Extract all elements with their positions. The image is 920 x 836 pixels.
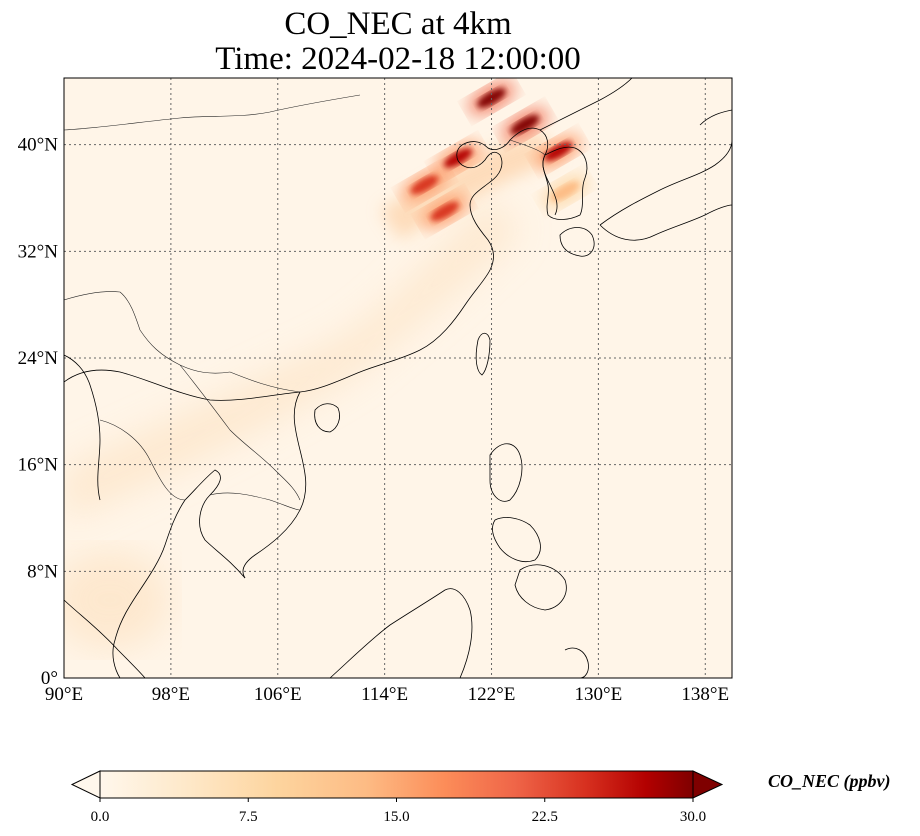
colorbar-ticks: 0.0 7.5 15.0 22.5 30.0 <box>91 798 706 825</box>
country-borders <box>64 94 546 511</box>
concentration-field <box>64 81 589 650</box>
map-frame <box>63 77 733 679</box>
lat-tick-label: 24°N <box>18 348 59 369</box>
lon-tick-label: 98°E <box>152 684 190 705</box>
colorbar-tick-label: 30.0 <box>680 809 706 825</box>
sulawesi-coast <box>564 647 589 678</box>
border-china-mongolia <box>64 94 361 131</box>
diffuse-plume <box>64 200 520 520</box>
gridlines <box>64 78 732 678</box>
russia-coast <box>539 78 633 131</box>
map-background <box>64 78 732 678</box>
hotspot-core <box>550 181 580 201</box>
colorbar: 0.0 7.5 15.0 22.5 30.0 <box>70 770 724 825</box>
lon-tick-label: 138°E <box>681 684 729 705</box>
lat-tick-label: 32°N <box>18 241 59 262</box>
mainland-coast <box>64 127 558 401</box>
colorbar-bar <box>100 771 693 798</box>
philippines-visayas <box>492 517 541 563</box>
longitude-tick-labels: 90°E 98°E 106°E 114°E 122°E 130°E 138°E <box>45 684 729 705</box>
japan-kyushu <box>559 227 595 257</box>
border-china-myanmar <box>64 291 231 374</box>
map-title-line-1: CO_NEC at 4km <box>284 6 512 42</box>
myanmar-coast <box>64 354 101 501</box>
hainan-coast <box>314 403 340 433</box>
korea-coast <box>542 146 588 220</box>
border-myanmar-thai <box>99 419 186 501</box>
lat-tick-label: 16°N <box>18 455 59 476</box>
taiwan-coast <box>475 332 491 376</box>
colorbar-label: CO_NEC (ppbv) <box>768 771 891 791</box>
lon-tick-label: 114°E <box>361 684 408 705</box>
colorbar-tick-label: 0.0 <box>91 809 110 825</box>
lat-tick-label: 0° <box>41 668 58 689</box>
map-title-line-2: Time: 2024-02-18 12:00:00 <box>215 41 581 77</box>
lon-tick-label: 106°E <box>254 684 302 705</box>
colorbar-tick-label: 22.5 <box>532 809 558 825</box>
sumatra-coast <box>64 599 146 678</box>
latitude-tick-labels: 0° 8°N 16°N 24°N 32°N 40°N <box>18 135 59 689</box>
borneo-coast <box>329 588 473 678</box>
lat-tick-label: 8°N <box>27 561 58 582</box>
mid-plume <box>380 130 560 240</box>
border-china-vietnam <box>229 371 301 393</box>
lon-tick-label: 130°E <box>575 684 623 705</box>
diffuse-patch <box>64 550 170 650</box>
colorbar-extend-min <box>70 770 101 799</box>
lon-tick-label: 122°E <box>468 684 516 705</box>
hotspot-core <box>430 201 459 221</box>
lat-tick-label: 40°N <box>18 135 59 156</box>
hotspot-layer <box>401 81 589 228</box>
border-laos <box>179 364 301 501</box>
hotspot-core <box>544 141 573 161</box>
colorbar-tick-label: 15.0 <box>383 809 409 825</box>
japan-hokkaido <box>699 109 732 126</box>
colorbar-extend-max <box>692 770 724 799</box>
border-cambodia <box>209 492 301 511</box>
hotspot-core <box>443 148 473 168</box>
colorbar-tick-label: 7.5 <box>239 809 258 825</box>
philippines-mindanao <box>514 564 567 611</box>
hotspot-core <box>510 115 540 135</box>
philippines-luzon <box>489 443 523 502</box>
border-china-korea <box>509 139 546 156</box>
hotspot-core <box>410 175 439 195</box>
lon-tick-label: 90°E <box>45 684 83 705</box>
japan-honshu <box>599 139 732 241</box>
